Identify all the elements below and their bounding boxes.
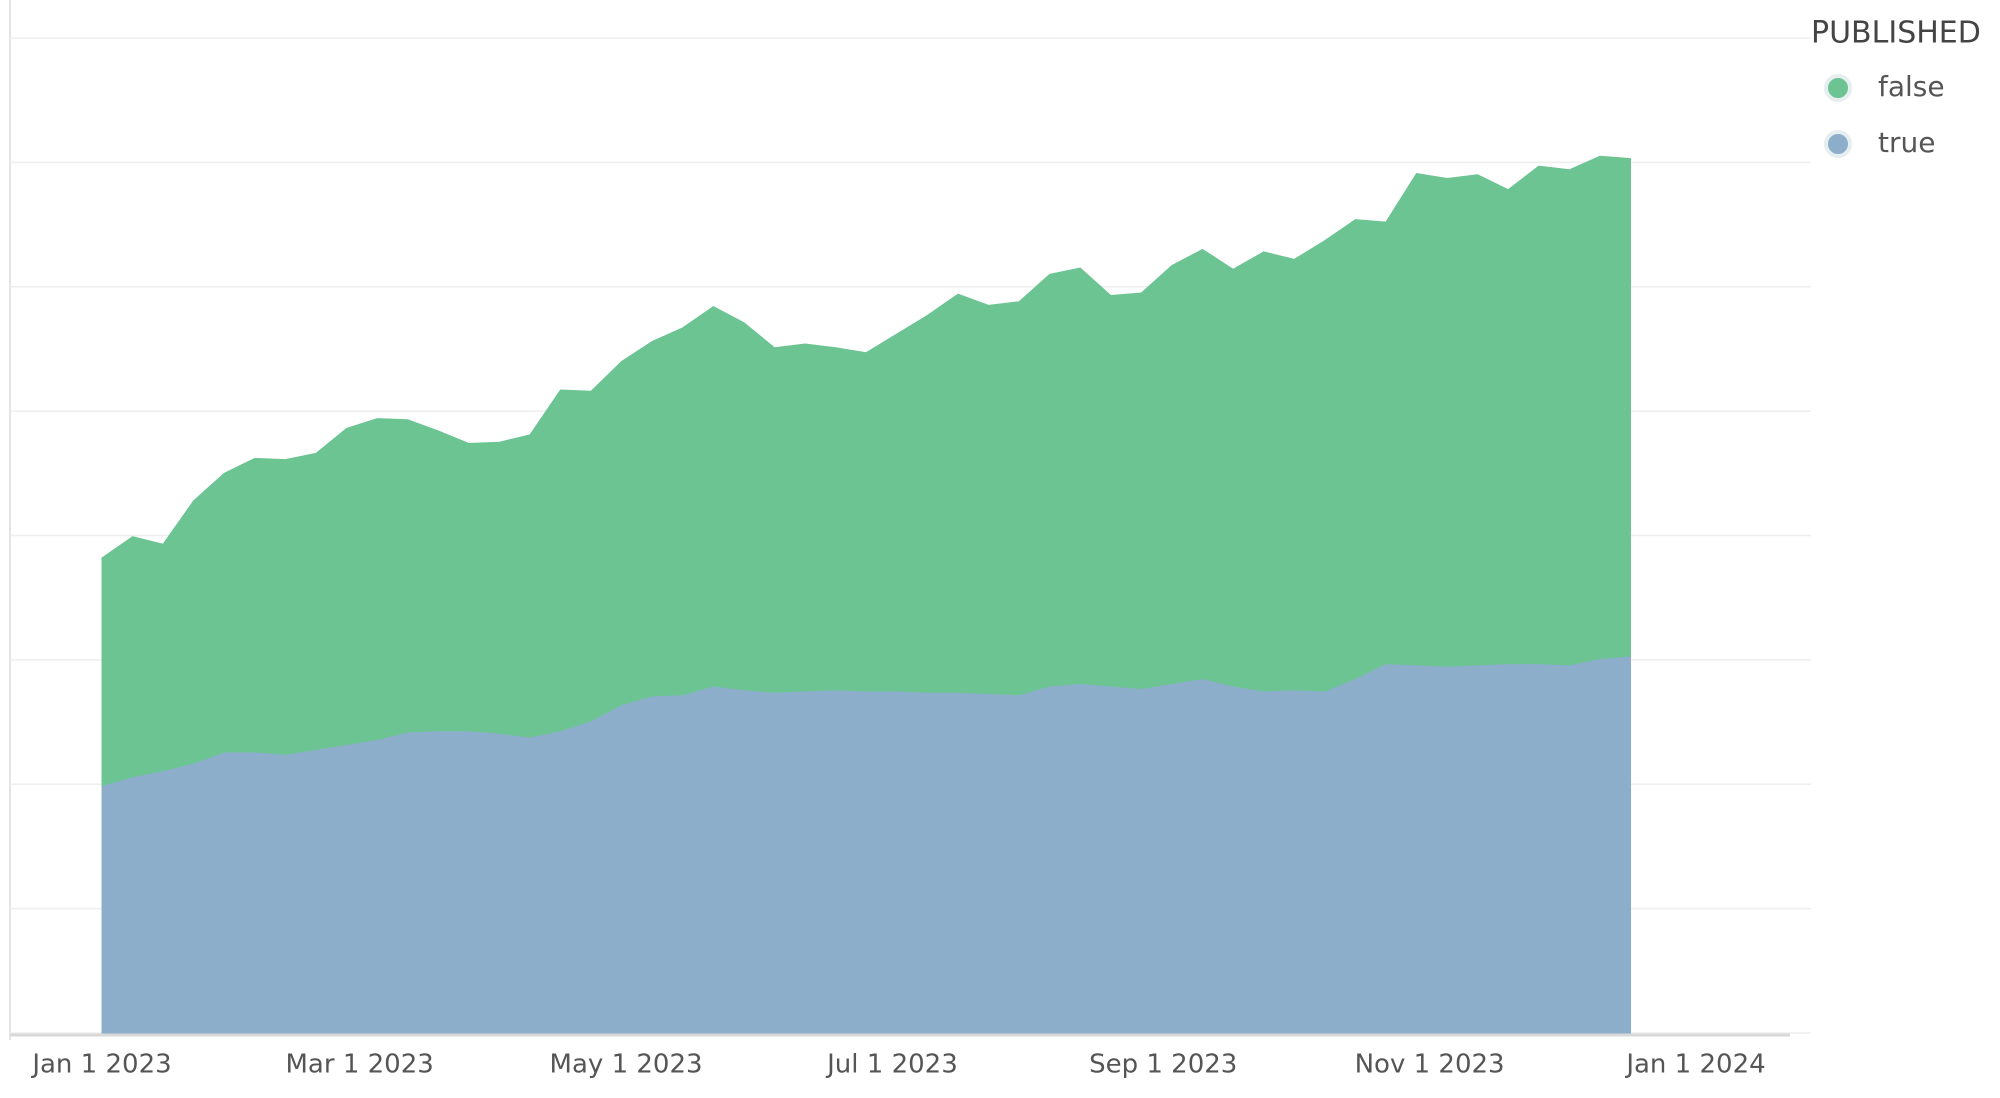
x-tick-label: Jul 1 2023 <box>825 1050 958 1080</box>
x-tick-label: Jan 1 2024 <box>1624 1050 1765 1080</box>
legend-label: true <box>1878 126 1935 159</box>
x-tick-label: Sep 1 2023 <box>1089 1050 1237 1080</box>
x-tick-label: Jan 1 2023 <box>30 1050 171 1080</box>
legend-label: false <box>1878 70 1945 103</box>
plot: Jan 1 2023 Mar 1 2023 May 1 2023 Jul 1 2023… <box>10 37 1945 1080</box>
x-tick-label: Nov 1 2023 <box>1355 1050 1505 1080</box>
legend-marker <box>1824 130 1852 158</box>
legend-marker <box>1824 74 1852 102</box>
legend-title: PUBLISHED <box>1811 16 1981 51</box>
area <box>101 155 1631 787</box>
x-tick-label: May 1 2023 <box>550 1050 703 1080</box>
x-tick-label: Mar 1 2023 <box>286 1050 434 1080</box>
